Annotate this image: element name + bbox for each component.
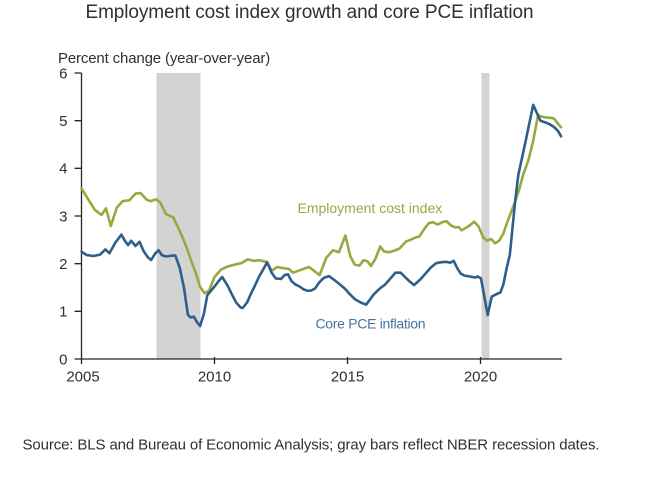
svg-text:Employment cost index growth a: Employment cost index growth and core PC…: [86, 2, 534, 23]
svg-text:Employment cost index: Employment cost index: [298, 200, 443, 216]
svg-text:Core PCE inflation: Core PCE inflation: [316, 316, 426, 332]
svg-text:2015: 2015: [331, 369, 364, 386]
svg-text:4: 4: [59, 161, 67, 178]
svg-text:0: 0: [59, 351, 67, 368]
svg-text:Source: BLS and Bureau of Econ: Source: BLS and Bureau of Economic Analy…: [23, 437, 600, 454]
svg-text:6: 6: [59, 65, 67, 82]
svg-text:2: 2: [59, 256, 67, 273]
svg-text:2010: 2010: [198, 369, 231, 386]
svg-text:1: 1: [59, 304, 67, 321]
svg-text:2020: 2020: [464, 369, 497, 386]
svg-text:3: 3: [59, 208, 67, 225]
svg-text:2005: 2005: [66, 369, 99, 386]
svg-text:5: 5: [59, 113, 67, 130]
svg-text:Percent change (year-over-year: Percent change (year-over-year): [58, 50, 270, 67]
